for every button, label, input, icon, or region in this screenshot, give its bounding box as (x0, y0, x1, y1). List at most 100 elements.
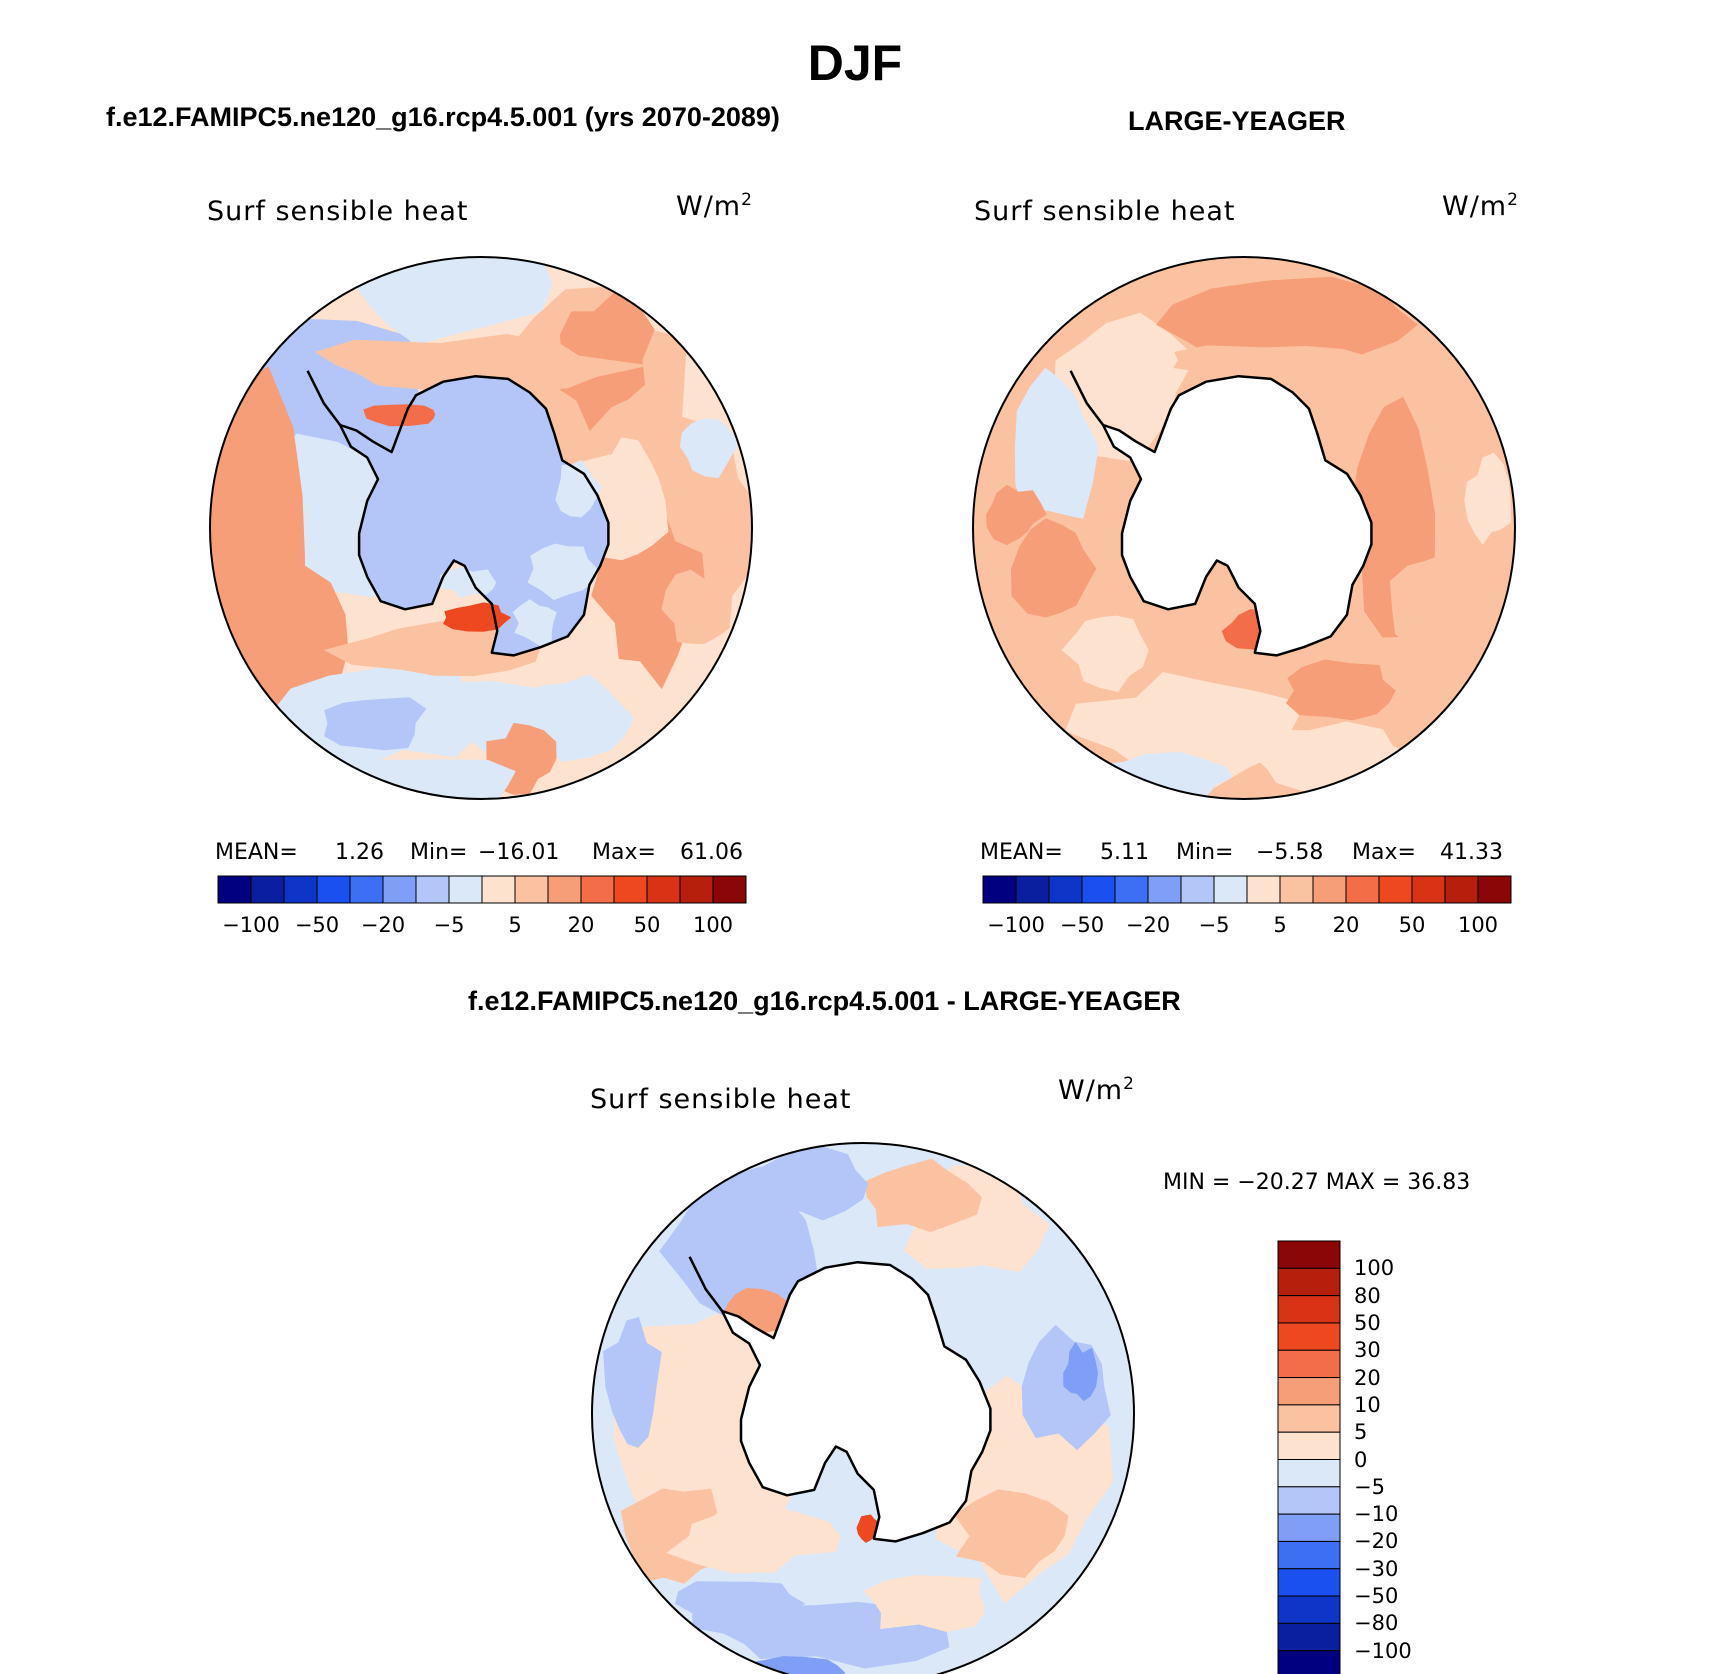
colorbar-tick-label: 5 (1273, 913, 1287, 937)
colorbar-tick-label: 5 (1354, 1420, 1368, 1445)
map-boundary-circle (972, 256, 1516, 800)
panel-2-title: LARGE-YEAGER (1128, 106, 1346, 136)
colorbar-swatch (1180, 875, 1215, 904)
colorbar-swatch (1277, 1486, 1341, 1515)
colorbar-swatch (1114, 875, 1149, 904)
colorbar-tick-label: −50 (1059, 913, 1105, 937)
field-contour-region (314, 333, 650, 396)
colorbar-tick-label: 20 (1332, 913, 1360, 937)
antarctica-coastline (338, 374, 610, 657)
colorbar-tick-label: 50 (1398, 913, 1426, 937)
panel-1-units: W/m2 (676, 190, 753, 222)
colorbar-tick-label: −50 (294, 913, 340, 937)
colorbar-swatch (1048, 875, 1083, 904)
panel-1-mean-value: 1.26 (335, 840, 384, 865)
panel-1-min-value: −16.01 (478, 840, 560, 865)
colorbar-tick-label: −20 (1125, 913, 1171, 937)
panel-3-variable-label: Surf sensible heat (590, 1084, 852, 1115)
peninsula-coastline (688, 1256, 724, 1312)
colorbar-swatch (679, 875, 714, 904)
colorbar-swatch (1277, 1595, 1341, 1624)
figure-title: DJF (807, 35, 903, 91)
colorbar-tick-label: −5 (1354, 1474, 1385, 1499)
colorbar-tick-label: −30 (1354, 1556, 1399, 1581)
colorbar-swatch (1277, 1650, 1341, 1674)
colorbar-swatch (316, 875, 351, 904)
colorbar-tick-label: 20 (567, 913, 595, 937)
colorbar-tick-label: 20 (1354, 1365, 1381, 1390)
field-contour-region (661, 569, 733, 644)
field-contour-region (1014, 367, 1099, 519)
colorbar-swatch (1312, 875, 1347, 904)
colorbar-swatch (613, 875, 648, 904)
colorbar-swatch (580, 875, 615, 904)
field-contour-region (1286, 659, 1396, 721)
panel-1-map (210, 257, 752, 799)
colorbar-swatch (283, 875, 318, 904)
colorbar-tick-label: 100 (1457, 913, 1499, 937)
colorbar-swatch (1277, 1459, 1341, 1488)
colorbar-swatch (1444, 875, 1479, 904)
colorbar-tick-label: 100 (692, 913, 734, 937)
colorbar-swatch (481, 875, 516, 904)
colorbar-swatch (1345, 875, 1380, 904)
colorbar-tick-label: 50 (1354, 1310, 1381, 1335)
field-contour-region (863, 1575, 985, 1632)
colorbar-swatch (382, 875, 417, 904)
map-overlays (209, 256, 1516, 1674)
colorbar-tick-label: −10 (1354, 1502, 1399, 1527)
field-contour-region (675, 1581, 806, 1634)
panel-3-colorbar (1277, 1240, 1341, 1674)
land-contour-region (512, 599, 557, 647)
land-contour-region (439, 567, 497, 599)
colorbar-swatch (1411, 875, 1446, 904)
field-contour-region (864, 1158, 982, 1233)
field-contour-region (986, 484, 1047, 546)
colorbar-tick-label: −50 (1354, 1584, 1399, 1609)
antarctica-fill (722, 1262, 991, 1542)
field-contour-region (679, 418, 738, 479)
colorbar-tick-label: −100 (987, 913, 1045, 937)
colorbar-swatch (982, 875, 1017, 904)
colorbar-swatch (1277, 1295, 1341, 1324)
colorbar-swatch (1213, 875, 1248, 904)
land-contour-region (527, 543, 597, 600)
colorbar-swatch (1477, 875, 1512, 904)
colorbar-tick-label: 0 (1354, 1447, 1368, 1472)
panel-1-colorbar (217, 875, 747, 904)
field-contour-region (603, 1317, 662, 1448)
colorbar-swatch (1081, 875, 1116, 904)
antarctica-coastline (1101, 374, 1373, 657)
colorbar-swatch (514, 875, 549, 904)
panel-3-units: W/m2 (1058, 1074, 1135, 1106)
antarctica-coastline (720, 1260, 992, 1543)
colorbar-tick-label: −80 (1354, 1611, 1399, 1636)
colorbar-tick-label: 80 (1354, 1283, 1381, 1308)
map-boundary-circle (591, 1142, 1135, 1674)
colorbar-tick-label: −5 (1198, 913, 1230, 937)
land-contour-region (555, 459, 603, 518)
panel-2-max-value: 41.33 (1440, 840, 1503, 865)
field-contour-region (331, 759, 516, 799)
colorbar-swatch (1277, 1622, 1341, 1652)
colorbar-swatch (415, 875, 450, 904)
colorbar-tick-label: −100 (1354, 1638, 1412, 1663)
colorbar-swatch (1277, 1322, 1341, 1351)
field-contour-region (1063, 1341, 1098, 1402)
panel-2-colorbar (982, 875, 1512, 904)
field-contour-region (1054, 312, 1196, 463)
field-contour-region (1173, 345, 1404, 379)
panel-1-mean-label: MEAN= (215, 840, 298, 865)
colorbar-swatch (349, 875, 384, 904)
colorbar-swatch (1015, 875, 1050, 904)
colorbar-swatch (1277, 1540, 1341, 1570)
colorbar-tick-label: −20 (360, 913, 406, 937)
field-contour-region (1061, 615, 1149, 692)
panel-3-map (592, 1143, 1134, 1674)
field-contour-region (1065, 672, 1306, 788)
panel-2-variable-label: Surf sensible heat (974, 196, 1236, 227)
panel-1-max-value: 61.06 (680, 840, 743, 865)
map-boundary-circle (209, 256, 753, 800)
colorbar-tick-label: −100 (222, 913, 280, 937)
